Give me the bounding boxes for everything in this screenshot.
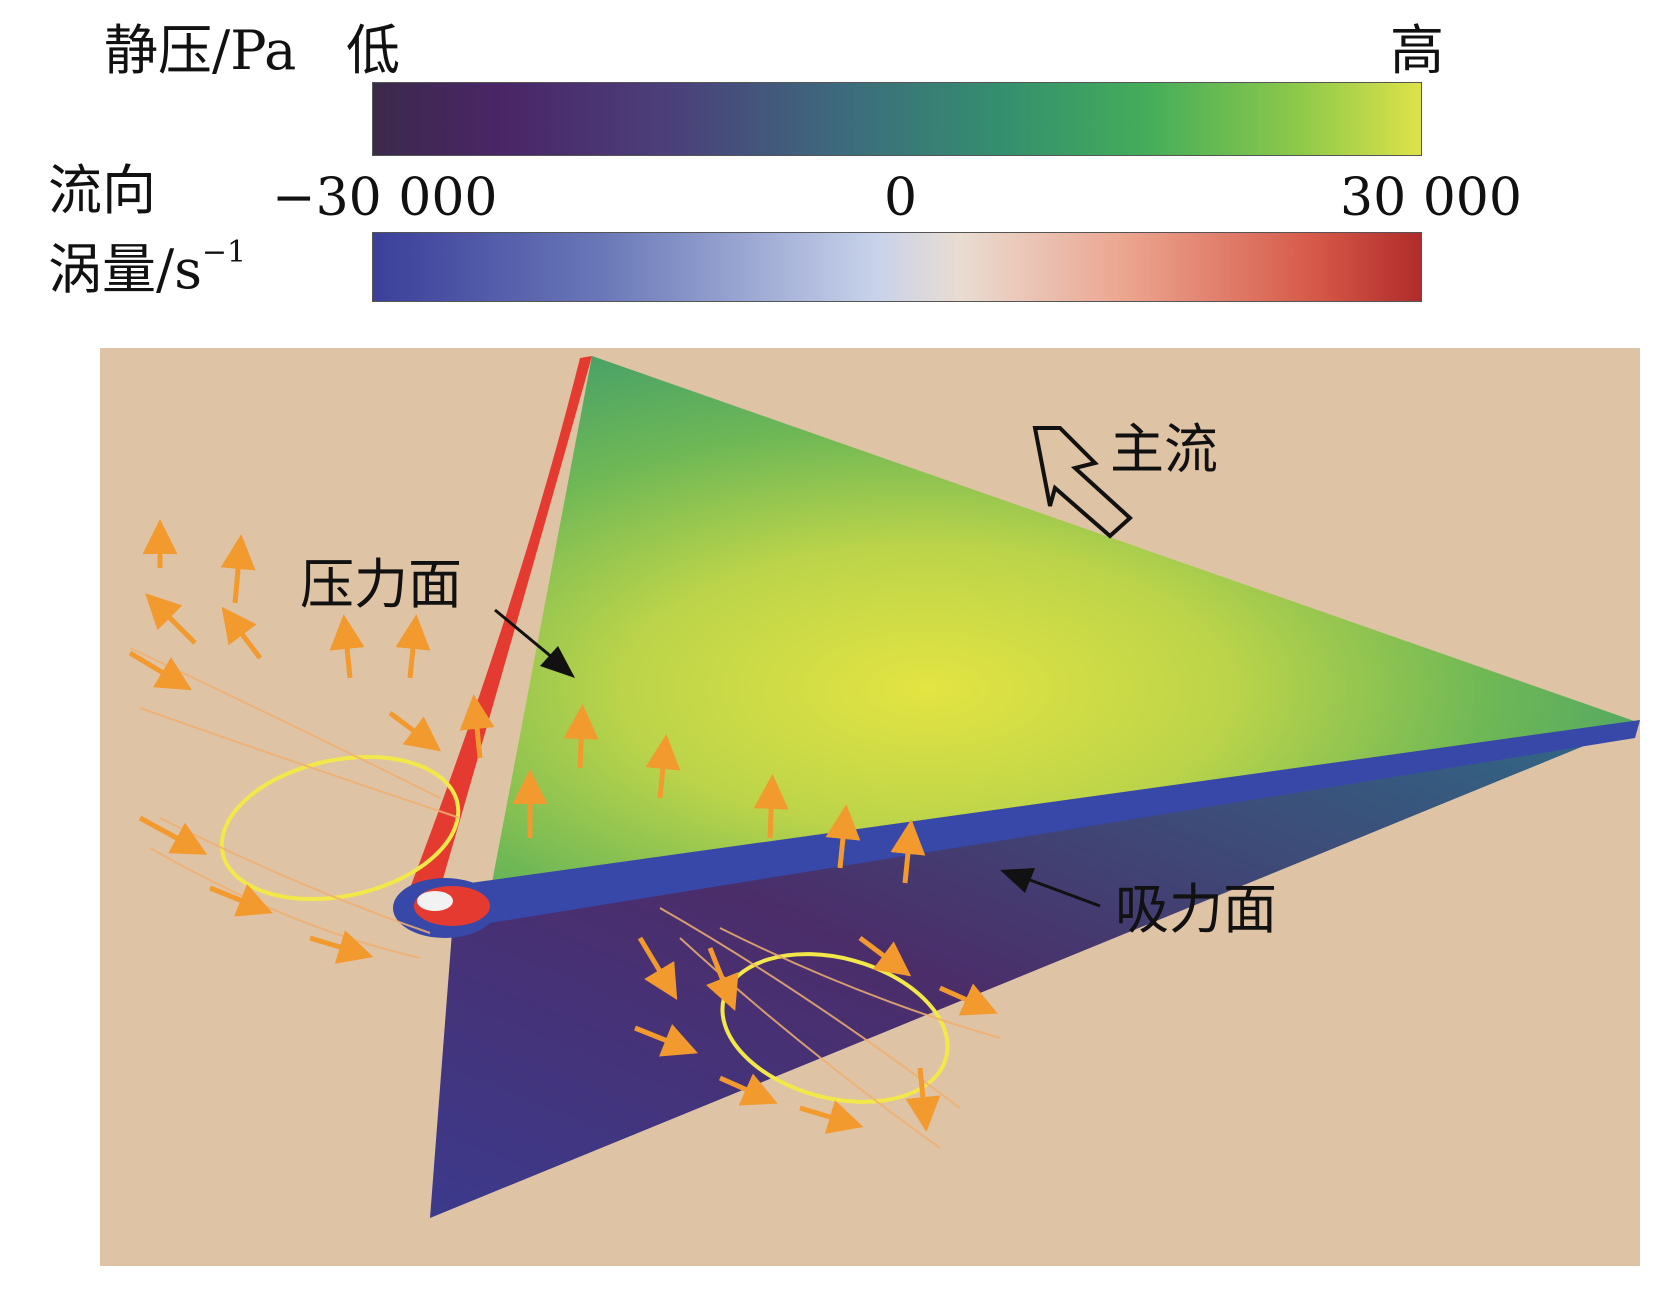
blade-tip-highlight xyxy=(417,891,453,911)
vector-arrow xyxy=(637,936,678,1001)
pressure-surface xyxy=(490,356,1640,893)
leading-edge-band xyxy=(410,356,592,896)
vorticity-tick-max: 30 000 xyxy=(1340,168,1522,228)
vortex-loop-left xyxy=(219,754,461,902)
vector-arrow xyxy=(753,774,789,839)
suction-surface xyxy=(430,723,1640,1218)
vorticity-unit-exponent: −1 xyxy=(201,235,247,270)
vector-arrow xyxy=(905,1067,941,1132)
pressure-legend-title: 静压/Pa xyxy=(104,19,297,82)
vector-arrow xyxy=(395,614,431,679)
main-flow-arrow-icon xyxy=(1032,426,1133,539)
pressure-low-label: 低 xyxy=(346,19,400,82)
pressure-side-pointer-head xyxy=(540,646,575,678)
pressure-colorbar xyxy=(372,82,1422,156)
vorticity-tick-min: −30 000 xyxy=(272,168,498,228)
velocity-vectors xyxy=(128,519,998,1134)
blade-flow-visualization: 主流 压力面 吸力面 xyxy=(100,348,1640,1266)
vector-arrow xyxy=(825,804,861,869)
vector-arrow xyxy=(858,936,912,977)
vector-arrow xyxy=(645,734,681,799)
vector-arrow xyxy=(705,947,739,1011)
vector-arrow xyxy=(128,650,193,691)
trailing-edge-band xyxy=(470,720,1640,923)
pressure-high-label: 高 xyxy=(1390,19,1444,82)
vorticity-legend-title-line2: 涡量/s−1 xyxy=(48,238,246,297)
vector-arrow xyxy=(138,815,208,855)
vector-arrow xyxy=(309,930,374,964)
suction-side-pointer xyxy=(1029,878,1101,908)
vector-arrow xyxy=(459,694,495,759)
suction-side-label: 吸力面 xyxy=(1115,878,1277,941)
vector-arrow xyxy=(209,883,273,917)
vector-arrow xyxy=(718,1073,778,1106)
vector-arrow xyxy=(938,983,998,1016)
pressure-side-label: 压力面 xyxy=(300,553,462,616)
vector-arrow xyxy=(145,593,197,645)
vector-arrow xyxy=(220,534,256,604)
vorticity-legend-title-line1: 流向 xyxy=(48,159,156,222)
main-flow-label: 主流 xyxy=(1110,418,1218,481)
vector-arrow xyxy=(890,819,926,884)
vector-arrow xyxy=(799,1100,864,1134)
vector-arrow xyxy=(221,606,262,660)
vector-arrow xyxy=(634,1023,698,1057)
vector-arrow xyxy=(329,614,365,679)
vector-arrow xyxy=(388,711,442,752)
vorticity-tick-zero: 0 xyxy=(884,168,918,228)
vorticity-title-text: 涡量/s xyxy=(48,238,202,301)
suction-side-pointer-head xyxy=(1000,868,1035,893)
vector-arrow xyxy=(563,704,599,769)
vorticity-colorbar xyxy=(372,232,1422,302)
